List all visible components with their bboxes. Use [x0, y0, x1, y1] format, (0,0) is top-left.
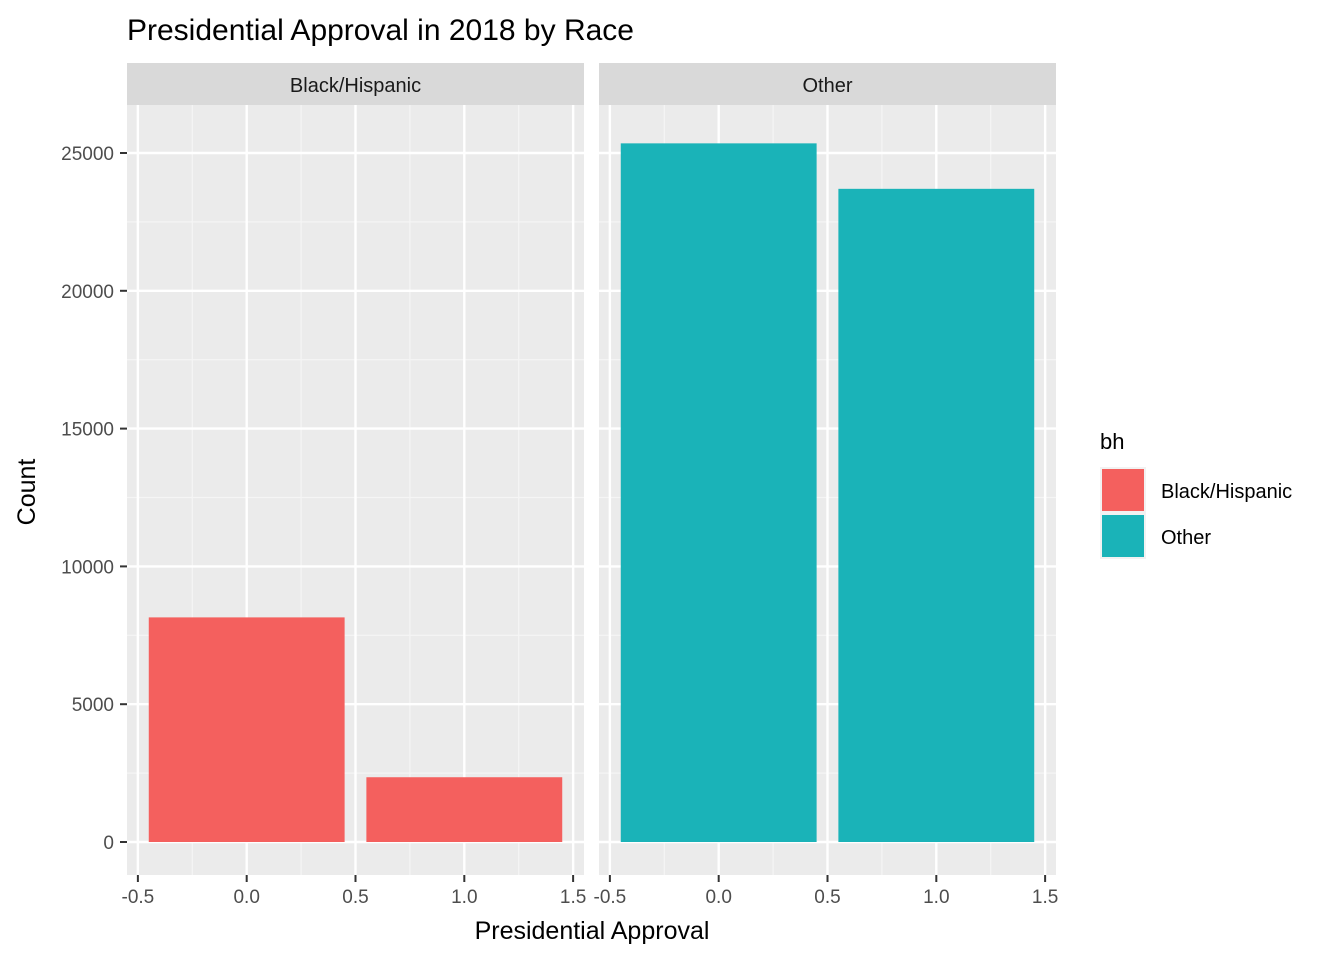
legend: bh Black/Hispanic Other — [1100, 429, 1292, 559]
legend-swatch-black-hispanic — [1102, 469, 1144, 511]
x-axis-label: Presidential Approval — [475, 917, 710, 945]
y-axis: 0 5000 10000 15000 20000 25000 — [61, 144, 127, 854]
x-tick-label: 1.0 — [923, 887, 949, 908]
x-tick-label: 0.5 — [814, 887, 840, 908]
y-tick-label: 20000 — [61, 282, 114, 303]
x-tick-label: 0.0 — [705, 887, 731, 908]
facet-panel-1: Other -0.5 0.0 0.5 1.0 1.5 — [594, 63, 1058, 908]
y-tick-label: 10000 — [61, 557, 114, 578]
x-tick-label: -0.5 — [594, 887, 627, 908]
bar-x0 — [620, 143, 817, 842]
facet-strip — [599, 63, 1056, 105]
y-tick-label: 25000 — [61, 144, 114, 165]
y-tick-label: 0 — [103, 833, 114, 854]
bar-x1 — [366, 777, 563, 842]
x-tick-label: 0.5 — [342, 887, 368, 908]
y-tick-label: 15000 — [61, 420, 114, 441]
facet-panels: Black/Hispanic -0.5 0.0 0.5 1.0 1.5 Other -0.5 0… — [122, 63, 1058, 908]
x-tick-label: 1.0 — [451, 887, 477, 908]
facet-strip-label: Other — [802, 75, 852, 97]
legend-label-other: Other — [1161, 527, 1211, 549]
x-tick-label: 1.5 — [1032, 887, 1058, 908]
legend-label-black-hispanic: Black/Hispanic — [1161, 481, 1292, 503]
legend-title: bh — [1100, 429, 1124, 454]
x-tick-label: 0.0 — [233, 887, 259, 908]
bar-x0 — [148, 617, 345, 842]
x-tick-label: -0.5 — [122, 887, 155, 908]
facet-strip-label: Black/Hispanic — [290, 75, 421, 97]
y-tick-label: 5000 — [72, 695, 114, 716]
facet-panel-0: Black/Hispanic -0.5 0.0 0.5 1.0 1.5 — [122, 63, 586, 908]
bar-x1 — [838, 188, 1035, 842]
legend-swatch-other — [1102, 515, 1144, 557]
facet-strip — [127, 63, 584, 105]
y-axis-label: Count — [13, 459, 41, 526]
x-tick-label: 1.5 — [560, 887, 586, 908]
chart-title: Presidential Approval in 2018 by Race — [127, 14, 634, 47]
